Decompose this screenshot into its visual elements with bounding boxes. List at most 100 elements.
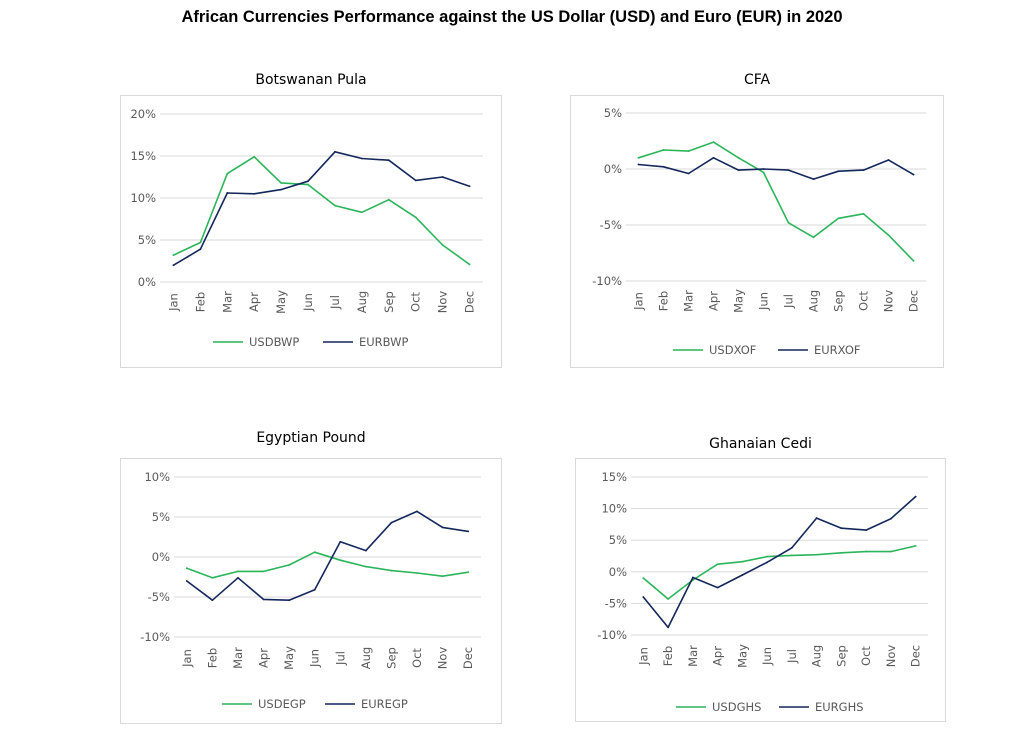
y-tick-label: 5% (604, 106, 622, 120)
x-tick-label: Aug (359, 647, 373, 669)
data-point-euregp (441, 526, 444, 529)
x-tick-label: Feb (193, 292, 207, 312)
series-line-usdghs (642, 545, 917, 600)
y-tick-label: 15% (601, 470, 627, 484)
chart-pula: 0% 5% 10% 15% 20% Jan Feb Mar Apr May Jun Jul Aug Sep… (130, 107, 483, 349)
series-line-eurxof (637, 157, 915, 180)
data-point-eurbwp (226, 192, 229, 194)
data-point-eurbwp (414, 179, 417, 182)
x-tick-label: Apr (707, 291, 721, 311)
x-tick-label: Jan (166, 293, 180, 312)
x-tick-label: Apr (711, 646, 725, 666)
data-point-usdegp (237, 570, 239, 573)
data-point-usdxof (737, 156, 740, 159)
legend-label: USDXOF (709, 343, 756, 357)
data-point-usdxof (762, 171, 765, 174)
series-line-eurghs (642, 495, 917, 629)
data-point-usdbwp (334, 204, 336, 207)
legend-label: EURXOF (814, 343, 860, 357)
x-tick-label: Feb (657, 291, 671, 311)
x-tick-label: Oct (409, 292, 423, 312)
data-point-euregp (339, 540, 342, 543)
data-point-usdegp (467, 571, 470, 574)
chart-title-pula: Botswanan Pula (255, 72, 367, 88)
y-tick-label: 10% (130, 191, 156, 205)
data-point-eurghs (815, 517, 818, 519)
x-tick-label: Jun (301, 293, 315, 312)
data-point-euregp (313, 588, 316, 591)
data-point-eurghs (889, 517, 892, 520)
x-tick-label: Apr (247, 292, 261, 312)
y-tick-label: 0% (604, 162, 622, 176)
x-tick-label: Mar (682, 290, 696, 312)
data-point-usdbwp (226, 172, 229, 175)
x-tick-label: Dec (463, 291, 477, 313)
data-point-eurxof (862, 169, 865, 172)
data-point-usdghs (741, 560, 744, 563)
data-point-usdxof (787, 221, 790, 224)
x-tick-label: Aug (355, 291, 369, 313)
data-point-eurxof (887, 159, 890, 161)
data-point-eurbwp (172, 264, 175, 267)
data-point-usdghs (667, 598, 670, 600)
legend-label: EUREGP (361, 697, 408, 711)
data-point-usdegp (211, 576, 214, 579)
data-point-eurxof (737, 169, 740, 172)
x-tick-label: Nov (436, 647, 450, 670)
x-tick-label: Nov (884, 645, 898, 668)
page-title: African Currencies Performance against t… (181, 8, 843, 26)
data-point-eurbwp (387, 159, 390, 162)
x-tick-label: Nov (882, 290, 896, 313)
x-tick-label: Mar (220, 291, 234, 313)
data-point-usdghs (840, 551, 843, 554)
y-tick-label: 10% (144, 470, 170, 484)
y-tick-label: 5% (152, 510, 170, 524)
x-tick-label: Jan (180, 649, 194, 668)
data-point-eurbwp (468, 185, 471, 188)
data-point-euregp (262, 598, 265, 601)
y-tick-label: -10% (592, 274, 622, 288)
x-tick-label: Sep (384, 647, 398, 669)
y-tick-label: -5% (605, 596, 627, 610)
data-point-usdghs (889, 550, 892, 553)
x-tick-label: Sep (832, 290, 846, 312)
data-point-eurxof (812, 178, 815, 180)
data-point-eurbwp (307, 180, 309, 183)
data-point-usdxof (912, 259, 915, 262)
data-point-eurbwp (253, 192, 256, 195)
legend-label: EURBWP (359, 335, 409, 349)
data-point-euregp (467, 530, 470, 533)
data-point-usdghs (914, 544, 917, 547)
data-point-eurxof (762, 168, 765, 170)
data-point-usdegp (390, 569, 393, 572)
data-point-usdegp (185, 567, 188, 570)
data-point-eurxof (687, 172, 690, 175)
x-tick-label: Aug (810, 645, 824, 667)
data-point-eurghs (667, 626, 670, 629)
data-point-usdxof (862, 212, 865, 215)
data-point-euregp (288, 599, 291, 602)
x-tick-label: Jul (785, 649, 799, 664)
legend-label: USDEGP (258, 697, 306, 711)
data-point-eurbwp (360, 157, 363, 160)
data-point-usdxof (887, 234, 890, 236)
data-point-euregp (416, 510, 418, 513)
x-tick-label: Oct (857, 291, 871, 311)
data-point-usdbwp (199, 241, 202, 244)
data-point-usdghs (865, 550, 868, 553)
data-point-eurbwp (441, 176, 444, 178)
data-point-eurghs (741, 574, 744, 576)
x-tick-label: Jul (333, 651, 347, 666)
y-tick-label: -10% (597, 628, 627, 642)
data-point-eurghs (691, 576, 694, 579)
x-tick-label: Dec (909, 645, 923, 667)
x-tick-label: Apr (257, 648, 271, 668)
data-point-usdxof (812, 236, 815, 239)
data-point-usdegp (313, 551, 316, 554)
data-point-eurxof (662, 165, 665, 168)
chart-panel-pula (120, 95, 502, 368)
chart-ghs: -10% -5% 0% 5% 10% 15% Jan Feb Mar Apr May Jun Jul Au… (597, 470, 928, 714)
y-tick-label: -5% (148, 590, 170, 604)
data-point-euregp (390, 521, 393, 524)
chart-panel-ghs (575, 458, 946, 722)
